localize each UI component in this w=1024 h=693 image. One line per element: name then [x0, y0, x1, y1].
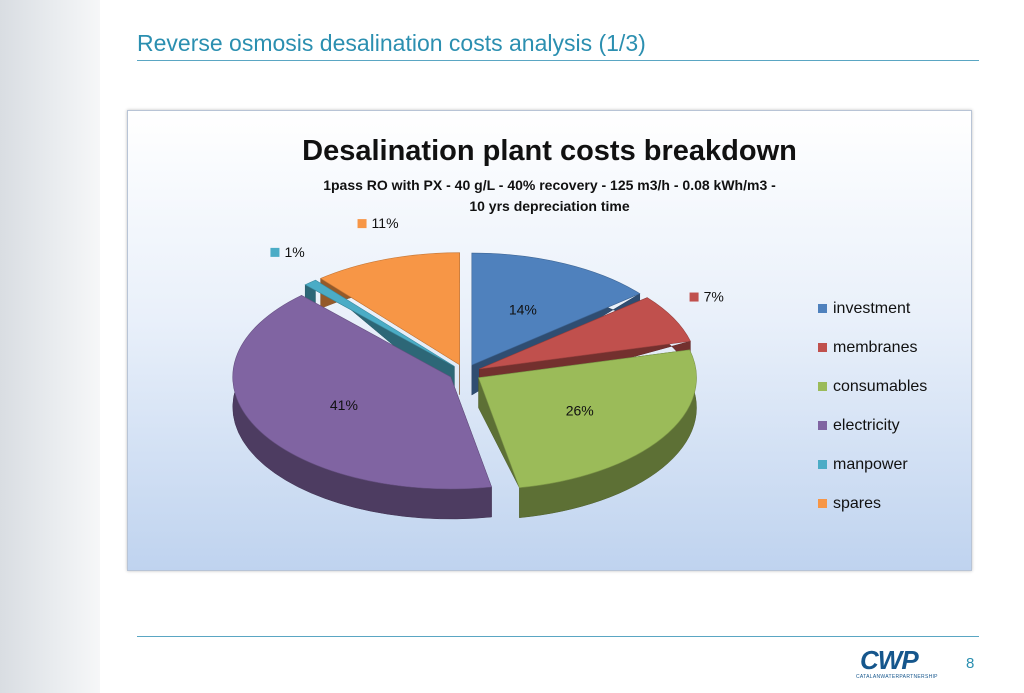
pie-slice-top-spares: [319, 252, 460, 366]
legend-item-manpower: manpower: [818, 445, 927, 484]
pie-plot-area: 14% 7% 26% 41% 1% 11%: [232, 215, 724, 520]
pie-slice-spares: [319, 252, 460, 395]
legend-swatch-consumables: [818, 382, 827, 391]
data-label-marker-spares: [357, 219, 367, 229]
legend-label-spares: spares: [833, 494, 882, 512]
legend-label-consumables: consumables: [833, 377, 928, 395]
chart-subtitle-line-1: 1pass RO with PX - 40 g/L - 40% recovery…: [323, 177, 776, 193]
chart-subtitle-line-2: 10 yrs depreciation time: [469, 198, 630, 214]
data-label-consumables: 26%: [566, 403, 594, 419]
data-label-membranes: 7%: [704, 289, 724, 305]
slide-title: Reverse osmosis desalination costs analy…: [137, 30, 646, 56]
legend-label-investment: investment: [833, 299, 911, 317]
legend-item-consumables: consumables: [818, 367, 927, 406]
pie-slice-top-consumables: [478, 349, 697, 489]
data-label-marker-manpower: [270, 247, 280, 257]
water-drops-decoration: [0, 0, 100, 693]
legend-item-membranes: membranes: [818, 328, 927, 367]
logo-subtitle: CATALANWATERPARTNERSHIP: [856, 674, 938, 680]
data-label-marker-membranes: [689, 292, 699, 302]
legend-item-electricity: electricity: [818, 406, 927, 445]
cwp-logo: CWP CATALANWATERPARTNERSHIP: [856, 645, 942, 685]
title-divider: [137, 60, 979, 61]
footer-divider: [137, 636, 979, 637]
legend-item-investment: investment: [818, 289, 927, 328]
legend-swatch-manpower: [818, 460, 827, 469]
logo-mark: CWP: [860, 645, 919, 675]
pie-slice-electricity: [232, 294, 493, 520]
legend-swatch-electricity: [818, 421, 827, 430]
chart-legend: investment membranes consumables electricit…: [818, 289, 927, 523]
chart-title: Desalination plant costs breakdown: [302, 135, 797, 167]
legend-item-spares: spares: [818, 484, 927, 523]
pie-slice-top-investment: [471, 252, 641, 366]
legend-label-membranes: membranes: [833, 338, 918, 356]
legend-label-electricity: electricity: [833, 416, 900, 434]
pie-chart: Desalination plant costs breakdown 1pass…: [127, 110, 972, 571]
data-label-investment: 14%: [509, 301, 537, 317]
legend-label-manpower: manpower: [833, 455, 908, 473]
pie-slice-consumables: [478, 349, 697, 519]
data-label-manpower: 1%: [284, 244, 304, 260]
pie-slice-top-manpower: [304, 279, 455, 367]
data-label-spares: 11%: [372, 215, 399, 231]
legend-swatch-spares: [818, 499, 827, 508]
pie-slice-top-electricity: [232, 295, 493, 490]
data-label-electricity: 41%: [330, 397, 358, 413]
page-number: 8: [966, 655, 975, 672]
pie-slice-top-membranes: [479, 297, 691, 370]
legend-swatch-membranes: [818, 343, 827, 352]
legend-swatch-investment: [818, 304, 827, 313]
